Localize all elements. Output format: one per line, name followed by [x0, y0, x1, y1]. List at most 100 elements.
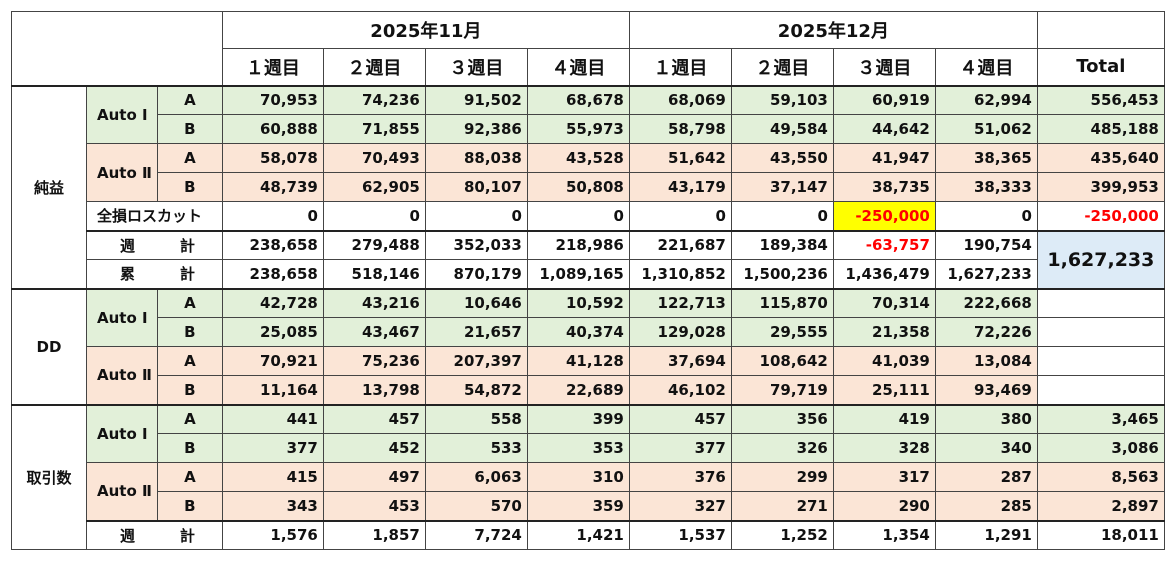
trades-cell: 376	[628, 462, 732, 492]
dd-cell: 13,798	[322, 375, 426, 405]
profit-cell: 80,107	[424, 172, 528, 202]
auto2-label: Auto Ⅱ	[86, 143, 158, 202]
profit-cell: 70,493	[322, 143, 426, 173]
dd-total-blank	[1036, 287, 1165, 318]
trades-weekly-cell: 1,354	[832, 519, 936, 550]
cumulative-cell: 1,089,165	[526, 259, 630, 289]
profit-cell: 43,550	[730, 143, 834, 173]
trades-cell: 328	[832, 433, 936, 463]
trades-cell: 377	[628, 433, 732, 463]
kei-char: 計	[179, 526, 195, 545]
profit-cell: 68,678	[526, 84, 630, 115]
dd-total-blank	[1036, 317, 1165, 347]
profit-cell: 74,236	[322, 84, 426, 115]
trades-cell: 377	[221, 433, 324, 463]
variant-a-label: A	[156, 287, 223, 318]
total-header: Total	[1036, 48, 1165, 86]
trades-cell: 452	[322, 433, 426, 463]
weekly-sum-cell: 279,488	[322, 229, 426, 260]
trades-weekly-total-cell: 18,011	[1036, 519, 1165, 550]
trades-cell: 326	[730, 433, 834, 463]
auto1-label: Auto Ⅰ	[86, 403, 158, 463]
week-header: ４週目	[934, 48, 1038, 86]
cumulative-cell: 1,627,233	[934, 259, 1038, 289]
losscut-cell: 0	[322, 201, 426, 231]
dd-cell: 54,872	[424, 375, 528, 405]
auto2-label: Auto Ⅱ	[86, 462, 158, 521]
dd-total-blank	[1036, 375, 1165, 405]
profit-cell: 91,502	[424, 84, 528, 115]
weekly-sum-cell: 352,033	[424, 229, 528, 260]
month-header-nov: 2025年11月	[221, 11, 630, 49]
profit-cell: 37,147	[730, 172, 834, 202]
profit-cell: 60,919	[832, 84, 936, 115]
trades-cell: 353	[526, 433, 630, 463]
dd-cell: 10,646	[424, 287, 528, 318]
profit-cell: 44,642	[832, 114, 936, 144]
dd-cell: 70,314	[832, 287, 936, 318]
trades-weekly-cell: 1,537	[628, 519, 732, 550]
section-label-trades: 取引数	[11, 403, 87, 550]
section-label-profit: 純益	[11, 84, 87, 289]
variant-b-label: B	[156, 375, 223, 405]
losscut-cell: 0	[424, 201, 528, 231]
trades-cell: 415	[221, 462, 324, 492]
trades-cell: 399	[526, 403, 630, 434]
profit-cell: 51,062	[934, 114, 1038, 144]
dd-cell: 46,102	[628, 375, 732, 405]
trades-cell: 453	[322, 491, 426, 521]
dd-cell: 207,397	[424, 346, 528, 376]
dd-cell: 108,642	[730, 346, 834, 376]
trades-cell: 497	[322, 462, 426, 492]
auto2-label: Auto Ⅱ	[86, 346, 158, 405]
dd-cell: 11,164	[221, 375, 324, 405]
week-header: ３週目	[424, 48, 528, 86]
zenson-losscut-label: 全損ロスカット	[86, 201, 223, 231]
trades-cell: 299	[730, 462, 834, 492]
profit-cell: 50,808	[526, 172, 630, 202]
trades-cell: 457	[628, 403, 732, 434]
dd-cell: 37,694	[628, 346, 732, 376]
dd-cell: 21,358	[832, 317, 936, 347]
profit-total-cell: 399,953	[1036, 172, 1165, 202]
dd-cell: 79,719	[730, 375, 834, 405]
section-label-dd: DD	[11, 287, 87, 405]
dd-cell: 129,028	[628, 317, 732, 347]
cumulative-cell: 518,146	[322, 259, 426, 289]
auto1-label: Auto Ⅰ	[86, 287, 158, 347]
trades-cell: 356	[730, 403, 834, 434]
profit-cell: 43,179	[628, 172, 732, 202]
month-header-dec: 2025年12月	[628, 11, 1038, 49]
profit-cell: 58,078	[221, 143, 324, 173]
profit-cell: 38,365	[934, 143, 1038, 173]
profit-cell: 68,069	[628, 84, 732, 115]
weekly-sum-cell: 238,658	[221, 229, 324, 260]
trades-cell: 285	[934, 491, 1038, 521]
trades-cell: 359	[526, 491, 630, 521]
cumulative-cell: 1,500,236	[730, 259, 834, 289]
cumulative-cell: 238,658	[221, 259, 324, 289]
dd-cell: 13,084	[934, 346, 1038, 376]
profit-cell: 48,739	[221, 172, 324, 202]
week-header: ２週目	[730, 48, 834, 86]
shu-char: 週	[120, 236, 136, 255]
profit-cell: 88,038	[424, 143, 528, 173]
profit-cell: 62,905	[322, 172, 426, 202]
dd-cell: 22,689	[526, 375, 630, 405]
profit-cell: 38,333	[934, 172, 1038, 202]
dd-cell: 70,921	[221, 346, 324, 376]
total-header-blank	[1036, 11, 1165, 49]
trades-cell: 343	[221, 491, 324, 521]
trades-cell: 290	[832, 491, 936, 521]
dd-cell: 72,226	[934, 317, 1038, 347]
trades-weekly-cell: 1,421	[526, 519, 630, 550]
rui-char: 累	[120, 265, 136, 284]
variant-a-label: A	[156, 462, 223, 492]
losscut-total-cell: -250,000	[1036, 201, 1165, 231]
losscut-cell: 0	[221, 201, 324, 231]
trades-cell: 310	[526, 462, 630, 492]
weekly-sum-cell: 221,687	[628, 229, 732, 260]
profit-cell: 43,528	[526, 143, 630, 173]
cumulative-cell: 1,436,479	[832, 259, 936, 289]
dd-cell: 222,668	[934, 287, 1038, 318]
